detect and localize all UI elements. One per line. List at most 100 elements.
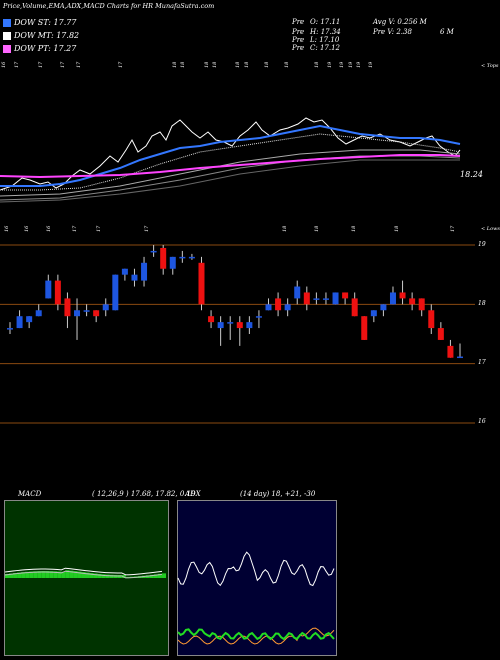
ema-bottom-date-label: 17 <box>72 225 78 232</box>
macd-histogram-bar <box>101 574 106 578</box>
avg-volume: Avg V: 0.256 M <box>373 18 427 26</box>
macd-line <box>4 567 163 576</box>
dow-st-label: DOW ST: 17.77 <box>14 18 77 27</box>
ema-top-date-label: 18 <box>244 62 250 68</box>
pre-close: C: 17.12 <box>310 44 340 52</box>
candle-body <box>227 322 234 324</box>
candle-body <box>428 310 435 329</box>
candle-body <box>198 262 205 305</box>
ema-top-date-label: 18 <box>180 62 186 68</box>
candle-body <box>131 274 138 281</box>
macd-title: MACD <box>18 490 42 498</box>
candle-body <box>217 322 224 329</box>
candle-body <box>303 292 310 305</box>
candle-body <box>112 274 119 311</box>
macd-histogram-bar <box>149 574 154 578</box>
candle-body <box>284 304 291 311</box>
pre-label-3: Pre <box>292 36 305 44</box>
ema-bottom-date-label: 16 <box>4 225 10 232</box>
macd-histogram-bar <box>53 571 58 578</box>
candle-body <box>74 310 81 317</box>
macd-params: ( 12,26,9 ) 17.68, 17.82, 0.19 <box>92 490 196 498</box>
adx-title: ADX <box>185 490 201 498</box>
ema-top-date-label: 18 <box>314 62 320 68</box>
ema-top-date-label: 17 <box>118 61 124 68</box>
candle-body <box>16 316 23 329</box>
candle-body <box>313 298 320 300</box>
candle-body <box>83 310 90 312</box>
chart-title: Price,Volume,EMA,ADX,MACD Charts for HR … <box>3 2 215 10</box>
dow-pt-label: DOW PT: 17.27 <box>14 44 77 53</box>
candle-body <box>102 304 109 311</box>
candle-body <box>141 262 148 281</box>
candle-body <box>150 250 157 253</box>
candle-body <box>399 292 406 299</box>
pre-low: L: 17.10 <box>310 36 340 44</box>
macd-histogram-bar <box>5 574 10 578</box>
candle-body <box>208 316 215 323</box>
ema-last-value: 18.24 <box>460 170 483 179</box>
ema-band-3 <box>0 159 460 203</box>
ema-top-date-label: 18 <box>172 62 178 68</box>
candle-body <box>188 256 195 259</box>
dow-pt-swatch <box>3 45 11 53</box>
ema-top-date-label: 19 <box>368 61 374 68</box>
macd-histogram-bar <box>161 573 166 578</box>
macd-histogram-bar <box>33 571 38 578</box>
ema-top-date-label: 18 <box>212 62 218 68</box>
ema-bottom-date-label: 17 <box>144 225 150 232</box>
macd-histogram-bar <box>109 574 114 578</box>
candle-body <box>418 298 425 311</box>
ema-bottom-date-label: 18 <box>282 226 288 232</box>
candle-body <box>54 280 61 305</box>
ema-top-date-label: 17 <box>14 61 20 68</box>
candle-body <box>322 298 329 300</box>
candle-body <box>361 316 368 340</box>
ema-top-date-label: 18 <box>204 62 210 68</box>
macd-histogram-bar <box>49 571 54 578</box>
macd-histogram-bar <box>117 574 122 578</box>
pre-label-4: Pre <box>292 44 305 52</box>
candle-body <box>342 292 349 299</box>
candle-body <box>45 280 52 299</box>
ema-top-date-label: 19 <box>327 61 333 68</box>
candle-body <box>380 304 387 311</box>
macd-histogram-bar <box>25 571 30 578</box>
macd-histogram-bar <box>105 574 110 578</box>
macd-histogram-bar <box>21 572 26 578</box>
ema-top-date-label: 16 <box>1 61 7 68</box>
lows-label: < Lows <box>481 226 500 232</box>
candle-body <box>389 292 396 305</box>
candle-body <box>265 304 272 311</box>
macd-histogram-bar <box>153 574 158 578</box>
pre-volume: Pre V: 2.38 <box>373 28 412 36</box>
ema-top-date-label: 18 <box>284 62 290 68</box>
macd-histogram-bar <box>81 572 86 578</box>
adx-line <box>177 628 335 641</box>
macd-histogram-bar <box>45 571 50 578</box>
macd-histogram-bar <box>37 571 42 578</box>
ema-bottom-date-label: 17 <box>450 225 456 232</box>
macd-histogram-bar <box>73 571 78 578</box>
ema-top-date-label: 19 <box>356 61 362 68</box>
adx-plus-di-line <box>177 627 335 645</box>
candle-body <box>447 345 454 358</box>
macd-histogram-bar <box>69 570 74 578</box>
price-tick-17: 17 <box>478 359 486 366</box>
pre-label-2: Pre <box>292 28 305 36</box>
macd-signal-line <box>4 570 163 579</box>
candle-body <box>121 268 128 275</box>
macd-histogram-bar <box>93 573 98 578</box>
ema-top-date-label: 18 <box>264 62 270 68</box>
adx-params: (14 day) 18, +21, -30 <box>240 490 316 498</box>
ema-top-date-label: 19 <box>339 61 345 68</box>
ema-band-2 <box>0 155 461 201</box>
ema-bottom-date-label: 16 <box>24 225 30 232</box>
macd-histogram-bar <box>97 573 102 578</box>
pre-label-1: Pre <box>292 18 305 26</box>
macd-histogram-bar <box>57 571 62 578</box>
dow-mt-swatch <box>3 32 11 40</box>
candle-body <box>457 356 463 359</box>
ema-top-date-label: 17 <box>60 61 66 68</box>
